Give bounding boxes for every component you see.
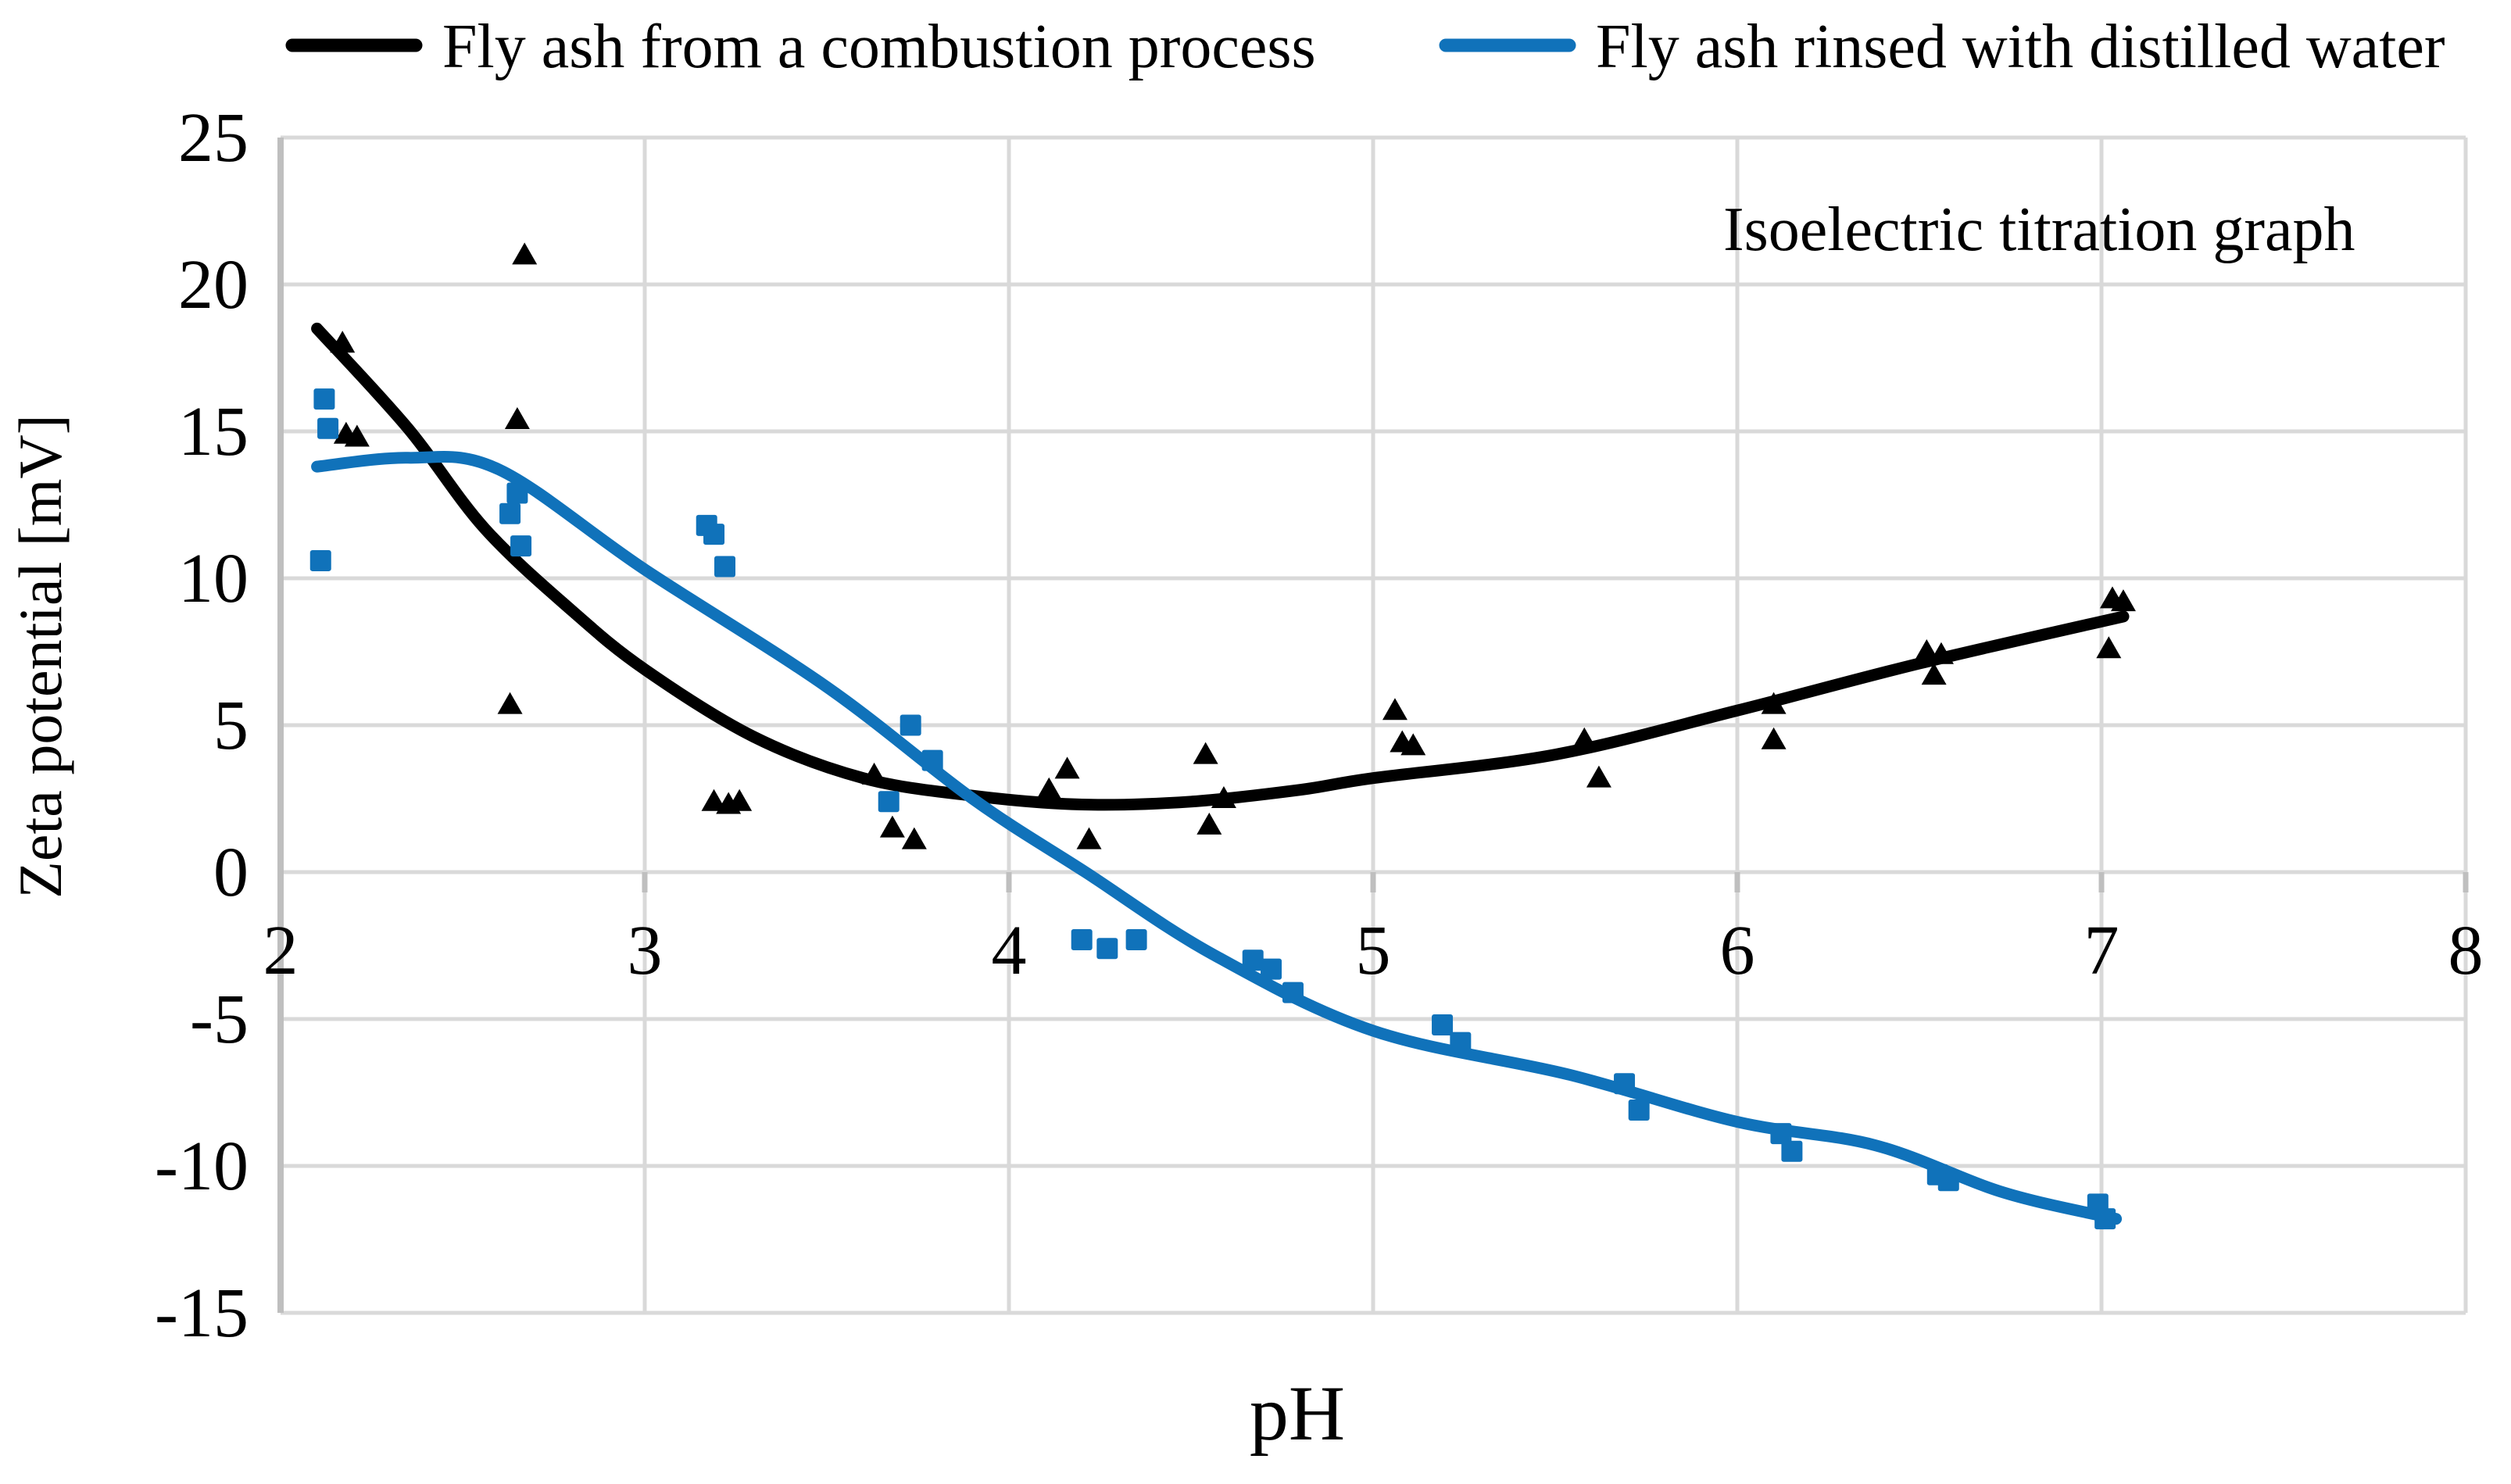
data-point-square [714,556,736,578]
data-point-triangle [1036,777,1062,799]
data-point-square [499,502,521,524]
y-tick-label: 15 [178,393,249,470]
data-point-triangle [879,815,905,838]
data-point-square [1125,928,1147,950]
data-point-triangle [1382,698,1408,721]
data-point-triangle [1196,812,1222,835]
trendline-rinsed [311,451,2123,1225]
data-point-triangle [2110,589,2136,612]
data-point-square [1071,928,1093,950]
axes [277,138,2469,1313]
data-point-triangle [512,242,538,265]
data-point-triangle [344,424,370,447]
data-point-square [900,714,921,736]
data-point-square [1450,1032,1472,1053]
data-point-triangle [701,788,727,811]
y-tick-label: 0 [213,834,249,911]
data-point-triangle [1928,642,1954,664]
data-point-triangle [2096,636,2122,659]
x-tick-label: 2 [263,912,299,989]
data-point-triangle [1921,663,1947,685]
data-point-square [317,417,339,439]
data-point-triangle [1914,639,1940,661]
data-point-triangle [497,692,523,714]
data-point-square [1781,1140,1803,1162]
data-point-triangle [1076,827,1102,849]
trendlines [311,322,2130,1225]
legend: Fly ash from a combustion process Fly as… [285,13,2445,81]
data-point-square [921,749,943,771]
data-point-triangle [1193,742,1218,764]
legend-item-combustion: Fly ash from a combustion process [285,13,1316,81]
chart-title: Isoelectric titration graph [1723,195,2355,264]
data-points [309,242,2136,1230]
data-point-triangle [330,331,356,353]
y-tick-label: 25 [178,99,249,177]
y-tick-label: -15 [155,1275,249,1352]
data-point-square [703,524,725,545]
data-point-triangle [1572,727,1597,749]
data-point-triangle [861,762,887,785]
data-point-square [2094,1208,2116,1230]
data-point-square [1937,1170,1959,1192]
x-axis-title: pH [1250,1370,1345,1457]
data-point-triangle [727,788,753,811]
x-tick-label: 4 [992,912,1027,989]
data-point-square [878,791,900,813]
data-point-square [313,388,335,410]
trendline-combustion [311,322,2130,811]
x-tick-label: 5 [1356,912,1391,989]
data-point-triangle [504,406,530,429]
y-tick-label: 5 [213,687,249,764]
legend-item-rinsed: Fly ash rinsed with distilled water [1439,13,2445,81]
x-tick-label: 7 [2084,912,2119,989]
data-point-square [1282,982,1304,1003]
data-point-square [1432,1014,1454,1036]
data-point-square [1628,1100,1650,1121]
data-point-square [1096,938,1118,960]
y-axis-title: Zeta potential [mV] [6,414,74,898]
data-point-triangle [1211,786,1236,808]
data-point-square [510,535,532,557]
data-point-square [506,482,528,504]
x-tick-label: 6 [1720,912,1755,989]
gridlines [278,135,2468,1315]
y-tick-label: 10 [178,540,249,617]
data-point-square [309,549,331,571]
y-tick-label: -5 [190,981,249,1058]
y-tick-label: -10 [155,1128,249,1205]
data-point-triangle [1400,733,1426,756]
data-point-triangle [1761,692,1787,714]
y-tick-label: 20 [178,246,249,324]
legend-label-combustion: Fly ash from a combustion process [442,13,1316,81]
data-point-square [1242,949,1264,971]
data-point-triangle [1054,756,1080,779]
data-point-triangle [901,827,927,849]
x-tick-label: 8 [2448,912,2484,989]
data-point-square [1770,1123,1792,1145]
data-point-square [1614,1073,1636,1095]
data-point-triangle [1586,765,1611,788]
tick-labels: 25 20 15 10 5 0 -5 -10 -15 2 3 4 5 6 7 8 [155,99,2483,1352]
data-point-triangle [1761,727,1787,749]
x-tick-label: 3 [628,912,663,989]
legend-label-rinsed: Fly ash rinsed with distilled water [1596,13,2445,81]
data-point-square [1261,958,1282,980]
